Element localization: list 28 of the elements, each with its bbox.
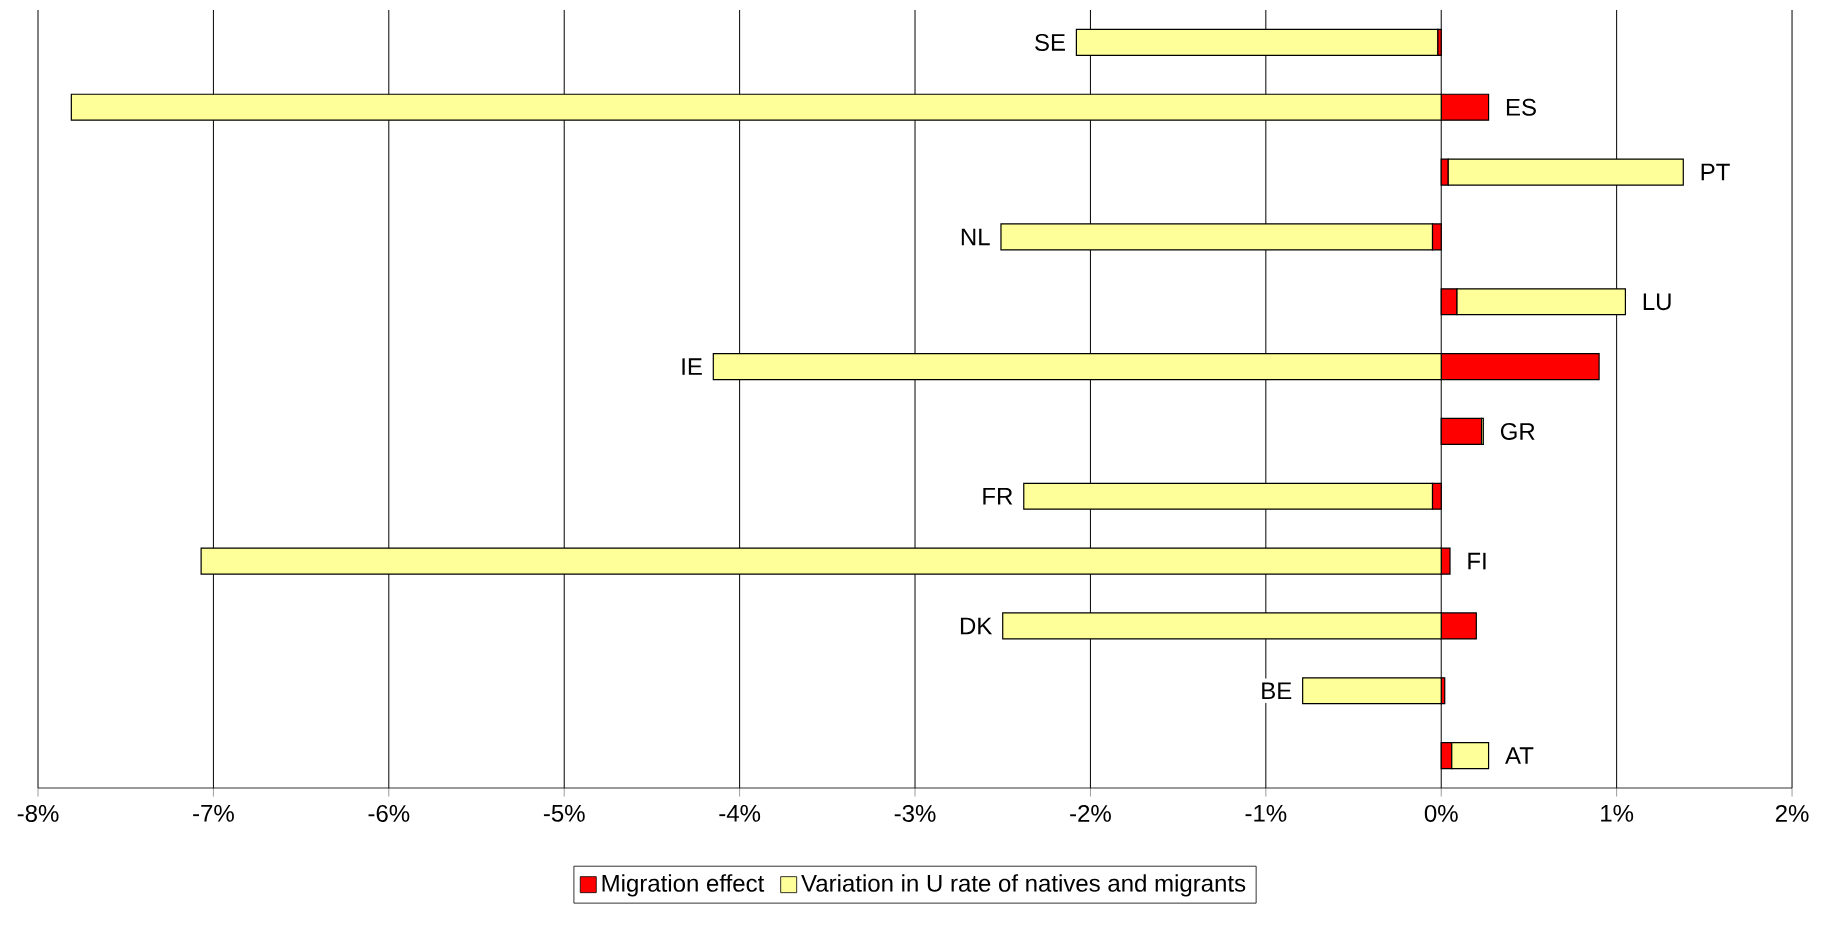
y-tick-label: BE bbox=[1262, 682, 1292, 699]
x-tick-label: -6% bbox=[368, 804, 410, 822]
y-tick-label: SE bbox=[1035, 33, 1065, 51]
y-tick-label: GR bbox=[1500, 422, 1535, 440]
y-tick-label: IE bbox=[682, 358, 702, 375]
y-tick-label: AT bbox=[1505, 747, 1534, 764]
y-tick-label: LU bbox=[1643, 293, 1671, 311]
x-tick-label: 2% bbox=[1775, 804, 1809, 822]
x-tick-label: -3% bbox=[894, 804, 936, 822]
x-tick-label: 1% bbox=[1601, 804, 1634, 822]
bar bbox=[1440, 417, 1483, 445]
x-tick-label: -4% bbox=[719, 804, 761, 822]
x-tick-label: -5% bbox=[543, 804, 585, 822]
x-tick-label: -8% bbox=[17, 804, 59, 822]
bar bbox=[1075, 28, 1439, 56]
x-tick-label: -7% bbox=[193, 804, 234, 822]
x-tick-label: 0% bbox=[1424, 804, 1458, 822]
bar bbox=[1302, 677, 1442, 705]
y-tick-label: FR bbox=[983, 488, 1013, 505]
legend-label: Migration effect bbox=[602, 874, 765, 897]
legend-label: Variation in U rate of natives and migrants bbox=[801, 874, 1246, 897]
x-tick-label: -1% bbox=[1245, 804, 1287, 822]
y-tick-label: FI bbox=[1468, 552, 1486, 570]
y-tick-label: DK bbox=[960, 617, 993, 635]
y-tick-label: ES bbox=[1506, 98, 1536, 116]
x-tick-label: -2% bbox=[1070, 804, 1111, 822]
y-tick-label: PT bbox=[1701, 163, 1730, 181]
y-tick-label: NL bbox=[961, 228, 990, 246]
